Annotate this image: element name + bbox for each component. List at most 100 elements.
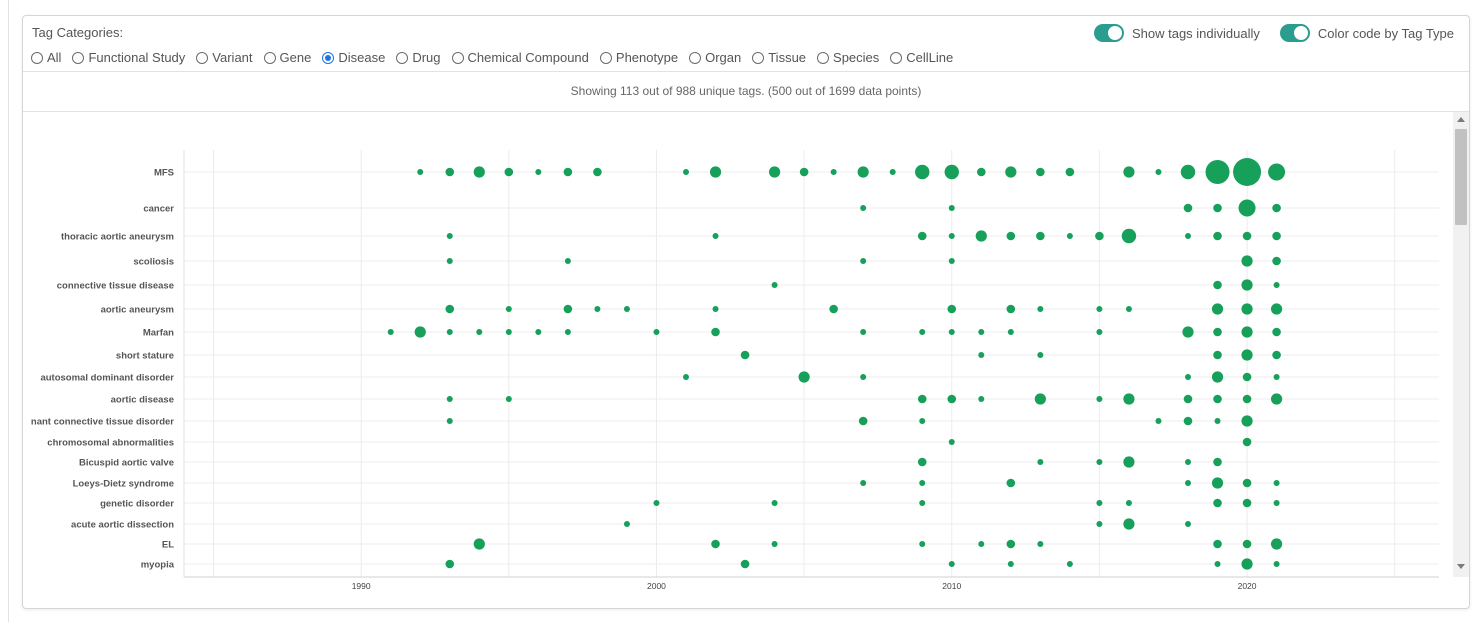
data-point xyxy=(1065,167,1075,177)
toggle-knob xyxy=(1107,26,1122,40)
radio-button[interactable] xyxy=(890,51,903,64)
data-point xyxy=(387,329,394,335)
data-point xyxy=(975,230,987,242)
data-point xyxy=(948,561,955,567)
data-point xyxy=(1273,480,1280,486)
radio-option-disease[interactable]: Disease xyxy=(322,50,385,65)
y-tick-label: aortic disease xyxy=(111,395,174,406)
data-point xyxy=(1185,233,1191,239)
radio-option-functional-study[interactable]: Functional Study xyxy=(72,50,185,65)
data-point xyxy=(623,306,630,312)
data-point xyxy=(473,166,485,178)
summary-text: Showing 113 out of 988 unique tags. (500… xyxy=(23,72,1469,112)
y-tick-label: MFS xyxy=(154,168,174,179)
data-point xyxy=(1272,256,1281,266)
data-point xyxy=(1180,164,1196,180)
data-point xyxy=(1273,282,1280,288)
data-point xyxy=(594,306,601,312)
data-point xyxy=(712,233,719,239)
radio-option-phenotype[interactable]: Phenotype xyxy=(599,50,678,65)
data-point xyxy=(1211,477,1224,489)
data-point xyxy=(414,326,426,338)
data-point xyxy=(1268,163,1286,181)
radio-option-gene[interactable]: Gene xyxy=(263,50,311,65)
show-tags-individually-toggle[interactable]: Show tags individually xyxy=(1093,24,1260,42)
data-point xyxy=(860,205,867,211)
radio-option-variant[interactable]: Variant xyxy=(196,50,253,65)
data-point xyxy=(445,167,455,177)
y-tick-label: myopia xyxy=(141,560,175,571)
radio-label: Disease xyxy=(338,50,386,65)
radio-button[interactable] xyxy=(72,51,85,64)
data-point xyxy=(978,352,985,358)
radio-button[interactable] xyxy=(31,51,43,64)
radio-button[interactable] xyxy=(599,51,612,64)
y-tick-label: genetic disorder xyxy=(100,499,174,510)
data-point xyxy=(1213,498,1222,508)
data-point xyxy=(948,233,955,239)
scrollbar-thumb[interactable] xyxy=(1455,129,1467,225)
radio-option-species[interactable]: Species xyxy=(817,50,879,65)
toggle-switch[interactable] xyxy=(1279,24,1310,42)
view-toggles: Show tags individually Color code by Tag… xyxy=(1074,24,1454,42)
radio-label: Chemical Compound xyxy=(467,50,589,65)
radio-button[interactable] xyxy=(396,51,409,64)
scroll-up-arrow-icon[interactable] xyxy=(1457,117,1465,122)
data-point xyxy=(917,457,927,467)
data-point xyxy=(917,394,927,404)
data-point xyxy=(1006,539,1016,549)
data-point xyxy=(889,169,896,175)
data-point xyxy=(1213,350,1222,360)
radio-button[interactable] xyxy=(752,51,765,64)
data-point xyxy=(1241,558,1253,570)
vertical-scrollbar[interactable] xyxy=(1453,112,1469,577)
data-point xyxy=(564,329,571,335)
data-point xyxy=(1185,374,1191,380)
data-point xyxy=(1242,539,1252,549)
toggle-switch[interactable] xyxy=(1093,24,1124,42)
radio-option-tissue[interactable]: Tissue xyxy=(752,50,806,65)
chart-area: MFS cancer thoracic aortic aneurysm scolios… xyxy=(23,112,1469,608)
radio-option-organ[interactable]: Organ xyxy=(689,50,741,65)
data-point xyxy=(504,167,514,177)
radio-button[interactable] xyxy=(451,51,464,64)
data-point xyxy=(1037,306,1044,312)
data-point xyxy=(948,205,955,211)
data-point xyxy=(771,500,778,506)
radio-button[interactable] xyxy=(322,51,335,64)
data-point xyxy=(711,327,720,337)
data-point xyxy=(1241,415,1253,427)
scroll-down-arrow-icon[interactable] xyxy=(1457,564,1465,569)
data-point xyxy=(1213,203,1222,213)
data-point xyxy=(712,306,719,312)
data-point xyxy=(1211,303,1224,315)
data-point xyxy=(1096,500,1103,506)
data-point xyxy=(535,169,542,175)
data-point xyxy=(978,396,985,402)
data-point xyxy=(919,500,926,506)
radio-option-chemical-compound[interactable]: Chemical Compound xyxy=(451,50,589,65)
data-point xyxy=(1273,374,1280,380)
radio-option-cellline[interactable]: CellLine xyxy=(890,50,953,65)
data-point xyxy=(944,164,959,180)
data-point xyxy=(653,500,660,506)
radio-button[interactable] xyxy=(263,51,276,64)
data-point xyxy=(1066,233,1073,239)
data-point xyxy=(1242,437,1252,447)
color-code-toggle[interactable]: Color code by Tag Type xyxy=(1279,24,1454,42)
radio-option-all[interactable]: All xyxy=(31,50,61,65)
radio-button[interactable] xyxy=(689,51,702,64)
radio-label: Functional Study xyxy=(88,50,186,65)
y-tick-label: Bicuspid aortic valve xyxy=(79,458,174,469)
data-point xyxy=(1241,303,1253,315)
radio-button[interactable] xyxy=(196,51,209,64)
data-point xyxy=(1238,199,1256,217)
data-point xyxy=(683,169,689,175)
y-tick-label: scoliosis xyxy=(133,257,174,268)
radio-option-drug[interactable]: Drug xyxy=(396,50,441,65)
data-point xyxy=(948,329,955,335)
data-point xyxy=(1272,231,1281,241)
tag-category-radio-group: All Functional Study Variant Gene Disease Dru… xyxy=(31,50,964,65)
data-point xyxy=(623,521,630,527)
radio-button[interactable] xyxy=(817,51,830,64)
